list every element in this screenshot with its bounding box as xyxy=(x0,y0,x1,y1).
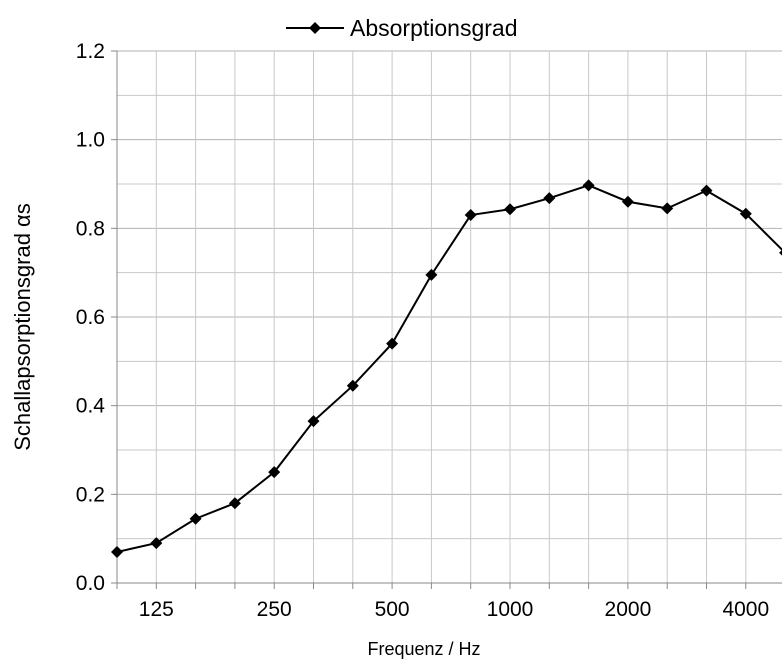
legend: Absorptionsgrad xyxy=(286,15,518,41)
x-tick-label: 2000 xyxy=(605,598,652,621)
series-layer xyxy=(111,179,782,558)
legend-label: Absorptionsgrad xyxy=(350,15,518,41)
y-tick-label: 0.6 xyxy=(76,306,105,329)
data-point xyxy=(189,512,202,525)
x-tick-label: 1000 xyxy=(487,598,534,621)
data-point xyxy=(739,207,752,220)
data-point xyxy=(268,466,281,479)
x-tick-label: 250 xyxy=(257,598,292,621)
y-tick-label: 0.0 xyxy=(76,572,105,595)
legend-diamond-icon xyxy=(309,22,321,34)
x-tick-label: 125 xyxy=(139,598,174,621)
data-point xyxy=(228,497,241,510)
data-point xyxy=(543,192,556,205)
data-point xyxy=(425,268,438,281)
data-point xyxy=(386,337,399,350)
data-point xyxy=(661,202,674,215)
data-point xyxy=(346,379,359,392)
data-point xyxy=(464,209,477,222)
x-tick-label: 500 xyxy=(375,598,410,621)
data-point xyxy=(779,249,782,256)
axes xyxy=(111,50,782,589)
series-line xyxy=(116,184,782,553)
data-point xyxy=(111,545,123,558)
data-point xyxy=(504,203,516,216)
y-tick-label: 0.8 xyxy=(76,217,105,240)
data-point xyxy=(307,415,320,428)
y-tick-label: 1.2 xyxy=(76,40,105,63)
x-axis-title: Frequenz / Hz xyxy=(367,639,480,659)
grid-lines xyxy=(116,50,782,584)
y-tick-label: 0.2 xyxy=(76,483,105,506)
data-point xyxy=(700,184,713,197)
y-axis-title: Schallapsorptionsgrad αs xyxy=(10,203,35,451)
tick-labels: 0.0 0.2 0.4 0.6 0.8 1.0 1.2 125 250 500 1000 2000 40… xyxy=(76,40,769,621)
data-point xyxy=(621,195,634,208)
data-point xyxy=(582,179,595,192)
y-tick-label: 0.4 xyxy=(76,395,106,418)
data-point xyxy=(150,537,163,550)
y-tick-label: 1.0 xyxy=(76,129,105,152)
x-tick-label: 4000 xyxy=(722,598,769,621)
